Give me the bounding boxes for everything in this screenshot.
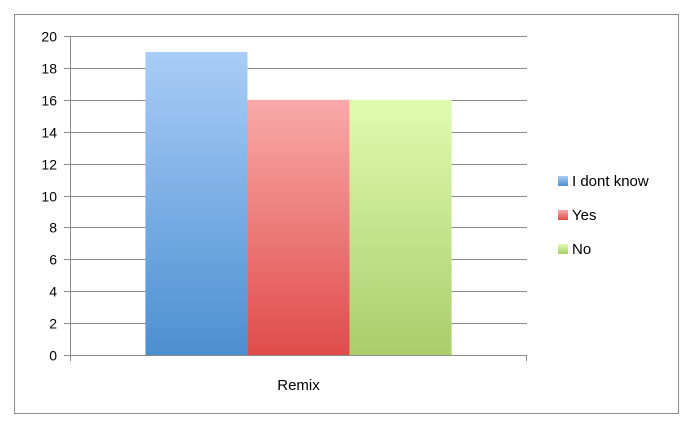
legend-swatch <box>558 176 568 186</box>
y-tick-label: 4 <box>49 284 57 300</box>
y-tick-label: 18 <box>41 61 57 77</box>
y-tick-label: 0 <box>49 348 57 364</box>
legend: I dont know Yes No <box>558 173 649 258</box>
legend-label: I dont know <box>572 173 649 190</box>
y-tick-label: 20 <box>41 29 57 45</box>
category-label: Remix <box>277 377 320 394</box>
y-tick-label: 2 <box>49 316 57 332</box>
legend-label: No <box>572 241 591 258</box>
y-tick-labels: 0 2 4 6 8 10 12 14 16 18 20 <box>41 29 57 364</box>
legend-label: Yes <box>572 207 596 224</box>
y-tick-label: 12 <box>41 157 57 173</box>
y-tick-label: 16 <box>41 93 57 109</box>
legend-swatch <box>558 244 568 254</box>
axes <box>64 36 527 361</box>
bar-no <box>349 99 452 355</box>
bars <box>145 51 452 355</box>
y-tick-label: 14 <box>41 125 57 141</box>
bar-i-dont-know <box>145 51 248 355</box>
y-tick-label: 6 <box>49 252 57 268</box>
y-tick-label: 10 <box>41 189 57 205</box>
y-tick-label: 8 <box>49 220 57 236</box>
legend-swatch <box>558 210 568 220</box>
bar-yes <box>247 99 350 355</box>
category-labels: Remix <box>277 377 320 394</box>
